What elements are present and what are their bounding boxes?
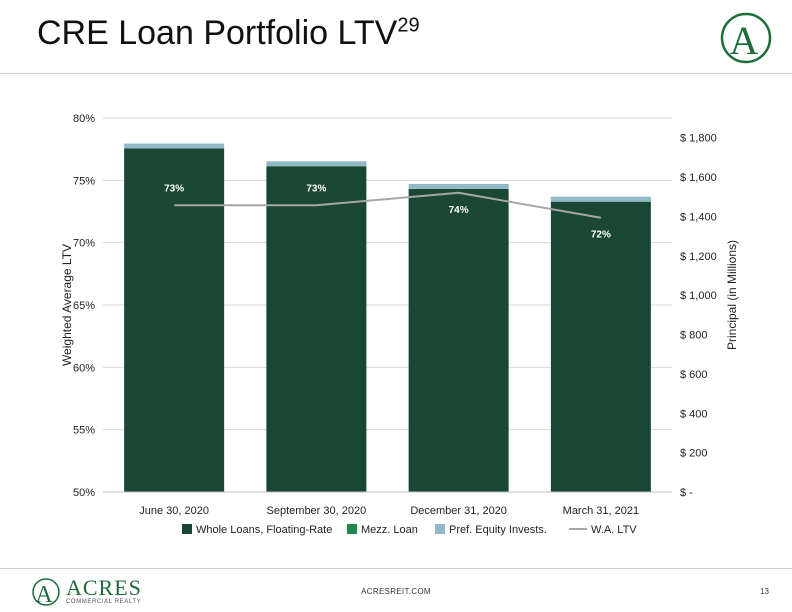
- y2-tick-label: $ -: [680, 487, 693, 499]
- y-tick-label: 65%: [73, 300, 95, 312]
- footer-url: ACRESREIT.COM: [361, 587, 431, 596]
- ltv-data-label: 74%: [449, 205, 469, 216]
- acres-footer-logo-icon: A: [32, 578, 60, 608]
- x-tick-label: March 31, 2021: [563, 505, 639, 517]
- footer-divider: [0, 568, 792, 569]
- legend-swatch: [347, 524, 357, 534]
- ltv-chart: 50% 55% 60% 65% 70% 75% 80% $ - $ 200 $ 400 $ 600 $…: [60, 113, 739, 536]
- bar-segment: [124, 143, 225, 149]
- legend-label: W.A. LTV: [591, 524, 637, 536]
- y-axis-title: Weighted Average LTV: [60, 244, 74, 366]
- header-divider: [0, 73, 792, 74]
- bar-segment: [408, 188, 509, 492]
- legend-label: Pref. Equity Invests.: [449, 524, 547, 536]
- x-tick-label: September 30, 2020: [267, 505, 367, 517]
- y2-tick-label: $ 1,400: [680, 211, 717, 223]
- y2-tick-label: $ 1,800: [680, 133, 717, 145]
- x-tick-label: June 30, 2020: [139, 505, 209, 517]
- ltv-data-label: 73%: [164, 183, 184, 194]
- bar-segment: [266, 166, 367, 492]
- y2-tick-label: $ 1,000: [680, 290, 717, 302]
- legend-swatch: [435, 524, 445, 534]
- legend-swatch: [182, 524, 192, 534]
- y2-tick-label: $ 600: [680, 369, 708, 381]
- y2-tick-label: $ 200: [680, 448, 708, 460]
- page-title: CRE Loan Portfolio LTV29: [37, 14, 420, 52]
- y2-tick-label: $ 1,600: [680, 172, 717, 184]
- bar-segment: [408, 183, 509, 189]
- y-tick-label: 70%: [73, 238, 95, 250]
- ltv-data-label: 72%: [591, 230, 611, 241]
- x-tick-label: December 31, 2020: [410, 505, 507, 517]
- y-tick-label: 80%: [73, 113, 95, 125]
- svg-text:A: A: [730, 18, 759, 63]
- brand-subtitle: COMMERCIAL REALTY: [66, 599, 142, 605]
- legend-label: Mezz. Loan: [361, 524, 418, 536]
- y2-tick-label: $ 400: [680, 408, 708, 420]
- wa-ltv-line: [174, 191, 602, 219]
- brand-name: ACRES: [66, 575, 142, 600]
- y-tick-label: 55%: [73, 425, 95, 437]
- acres-logo-icon: A: [720, 12, 772, 64]
- y2-tick-label: $ 800: [680, 330, 708, 342]
- bar-segment: [266, 161, 367, 167]
- page-number: 13: [760, 587, 769, 596]
- y2-tick-label: $ 1,200: [680, 251, 717, 263]
- bar-segment: [124, 148, 225, 492]
- brand-wordmark: ACRES COMMERCIAL REALTY: [66, 575, 142, 606]
- svg-text:A: A: [35, 582, 53, 608]
- y-tick-label: 75%: [73, 175, 95, 187]
- y-tick-label: 50%: [73, 487, 95, 499]
- ltv-data-label: 73%: [306, 183, 326, 194]
- title-footnote: 29: [397, 14, 420, 37]
- legend-label: Whole Loans, Floating-Rate: [196, 524, 332, 536]
- y2-axis-title: Principal (in Millions): [725, 240, 739, 350]
- y-tick-label: 60%: [73, 362, 95, 374]
- bar-segment: [550, 196, 651, 202]
- bar-segment: [550, 201, 651, 492]
